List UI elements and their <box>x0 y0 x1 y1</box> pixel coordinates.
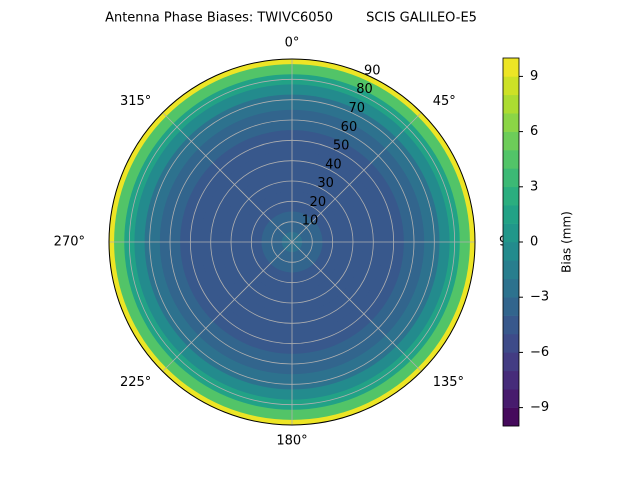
polar-frame <box>108 58 476 426</box>
angle-tick-label: 225° <box>120 375 151 390</box>
radial-grid-line <box>128 78 456 406</box>
colorbar-band <box>503 113 519 132</box>
r-tick-label: 80 <box>356 82 373 97</box>
r-tick-label: 90 <box>364 63 381 78</box>
colorbar-band <box>503 223 519 243</box>
chart-title: Antenna Phase Biases: TWIVC6050 SCIS GAL… <box>105 11 477 26</box>
colorbar-band <box>503 370 519 390</box>
colorbar-band <box>503 131 519 151</box>
colorbar-band <box>503 94 519 114</box>
colorbar-band <box>503 352 519 372</box>
colorbar-band <box>503 334 519 353</box>
r-tick-label: 40 <box>325 157 342 172</box>
colorbar-band <box>503 205 519 224</box>
angle-tick-label: 45° <box>433 94 456 109</box>
colorbar-band <box>503 315 519 335</box>
angle-grid-line <box>162 241 293 372</box>
radial-grid-line <box>169 119 415 365</box>
colorbar-tick-label: 6 <box>530 124 538 139</box>
colorbar-band <box>503 260 519 280</box>
radial-grid-line <box>210 160 374 324</box>
colorbar-band <box>503 407 519 427</box>
colorbar-tick-label: −3 <box>530 290 549 305</box>
radial-grid-line <box>271 221 313 263</box>
angle-tick-label: 315° <box>120 94 151 109</box>
angle-tick-label: 180° <box>276 434 307 449</box>
colorbar-band <box>503 278 519 298</box>
radial-grid-line <box>149 99 435 385</box>
colorbar-tick-label: 9 <box>530 69 538 84</box>
colorbar-tick-label: −9 <box>530 400 549 415</box>
angle-grid-line <box>291 241 422 372</box>
r-tick-label: 30 <box>317 176 334 191</box>
colorbar-band <box>503 58 519 77</box>
colorbar-band <box>503 150 519 169</box>
r-tick-label: 60 <box>341 120 358 135</box>
radial-grid-line <box>250 200 334 284</box>
colorbar-band <box>503 297 519 316</box>
colorbar-band <box>503 168 519 188</box>
angle-tick-label: 270° <box>54 235 85 250</box>
colorbar-tick-label: 0 <box>530 235 538 250</box>
colorbar-band <box>503 389 519 408</box>
r-tick-label: 70 <box>348 101 365 116</box>
colorbar-band <box>503 186 519 206</box>
angle-tick-label: 135° <box>433 375 464 390</box>
angle-grid-line <box>162 112 293 243</box>
colorbar-tick-label: 3 <box>530 179 538 194</box>
radial-grid-line <box>189 139 395 345</box>
angle-tick-label: 0° <box>285 36 300 51</box>
r-tick-label: 50 <box>333 139 350 154</box>
colorbar-band <box>503 76 519 96</box>
colorbar-tick-label: −6 <box>530 345 549 360</box>
colorbar-label: Bias (mm) <box>560 211 574 273</box>
r-tick-label: 10 <box>302 214 319 229</box>
r-tick-label: 20 <box>310 195 327 210</box>
radial-grid-line <box>230 180 354 304</box>
angle-grid-line <box>291 112 422 243</box>
colorbar-band <box>503 242 519 261</box>
